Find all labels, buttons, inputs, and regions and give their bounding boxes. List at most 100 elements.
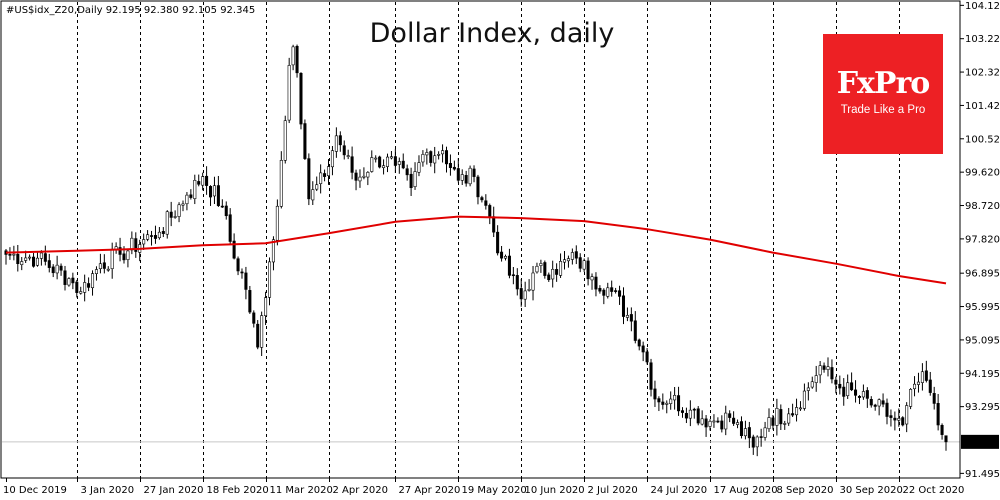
- candlestick: [657, 396, 661, 412]
- candlestick: [311, 181, 315, 206]
- fxpro-logo: FxPro Trade Like a Pro: [823, 34, 943, 154]
- candlestick: [319, 164, 323, 194]
- y-tick-label: 103.220: [965, 34, 1000, 45]
- x-tick-label: 18 Feb 2020: [207, 485, 269, 496]
- candlestick: [555, 263, 559, 282]
- x-tick-label: 2 Jul 2020: [588, 485, 638, 496]
- candlestick: [389, 150, 393, 160]
- candlestick: [130, 231, 134, 255]
- candlestick: [146, 230, 150, 242]
- moving-average-line: [5, 215, 947, 285]
- candlestick: [342, 140, 346, 160]
- candlestick: [71, 272, 75, 290]
- candlestick: [110, 242, 114, 279]
- candlestick: [67, 277, 71, 287]
- candlestick: [16, 244, 20, 272]
- candlestick: [791, 403, 795, 418]
- logo-wordmark: FxPro: [836, 66, 931, 101]
- x-tick-label: 10 Jun 2020: [525, 485, 585, 496]
- candlestick: [665, 400, 669, 414]
- candlestick: [708, 419, 712, 431]
- candlestick: [610, 280, 614, 297]
- candlestick: [441, 144, 445, 163]
- candlestick: [98, 253, 102, 274]
- last-price-value: 92.345: [964, 438, 999, 449]
- time-axis: 10 Dec 2019 3 Jan 2020 27 Jan 2020 18 Feb 2…: [3, 478, 964, 496]
- candlestick: [468, 165, 472, 187]
- candlestick: [385, 153, 390, 173]
- candlestick: [425, 148, 429, 165]
- candlestick: [142, 233, 146, 250]
- x-tick-label: 24 Jul 2020: [651, 485, 708, 496]
- candlestick: [728, 410, 732, 423]
- candlestick: [747, 421, 751, 449]
- candlestick: [814, 365, 818, 392]
- candlestick: [692, 407, 696, 419]
- candlestick: [673, 387, 677, 410]
- candlestick: [736, 419, 740, 429]
- candlestick: [32, 253, 36, 268]
- x-tick-label: 10 Dec 2019: [3, 485, 67, 496]
- candlestick: [743, 420, 747, 440]
- candlestick: [20, 256, 24, 271]
- candlestick: [460, 169, 464, 186]
- candlestick: [857, 395, 861, 405]
- candlestick: [232, 233, 236, 260]
- candlestick: [106, 266, 110, 272]
- candlestick: [739, 416, 744, 439]
- last-price-label: 92.345: [961, 434, 999, 449]
- candlestick: [283, 115, 287, 164]
- candlestick: [401, 153, 405, 170]
- candlestick: [488, 203, 492, 225]
- candlestick: [91, 270, 95, 296]
- candlestick: [822, 362, 826, 373]
- x-tick-label: 17 Aug 2020: [714, 485, 778, 496]
- candlestick: [240, 268, 244, 279]
- candlestick: [787, 407, 791, 426]
- candlestick: [236, 256, 240, 276]
- candlestick: [830, 359, 834, 384]
- candlestick: [574, 245, 578, 265]
- candlestick: [755, 435, 759, 457]
- candlestick: [547, 272, 551, 282]
- candlestick: [456, 158, 460, 183]
- candlestick: [228, 208, 232, 244]
- candlestick: [582, 258, 586, 272]
- candlestick: [515, 268, 519, 296]
- candlestick: [189, 189, 193, 200]
- candlestick: [126, 248, 130, 268]
- candlestick: [885, 398, 889, 425]
- candlestick: [157, 227, 161, 240]
- candlestick: [378, 155, 382, 169]
- y-tick-label: 99.620: [965, 168, 1000, 179]
- candlestick: [854, 380, 858, 403]
- candlestick: [476, 174, 480, 205]
- candlestick: [806, 382, 810, 401]
- candlestick: [39, 250, 43, 266]
- candlestick: [87, 277, 91, 292]
- x-tick-label: 3 Jan 2020: [81, 485, 135, 496]
- candlestick: [275, 199, 279, 246]
- candlestick: [500, 245, 504, 262]
- candlestick: [8, 247, 12, 260]
- logo-tagline: Trade Like a Pro: [840, 104, 926, 116]
- candlestick: [704, 415, 708, 437]
- candlestick: [201, 172, 205, 191]
- candlestick: [83, 274, 87, 302]
- candlestick: [169, 201, 173, 227]
- candlestick: [578, 253, 582, 273]
- candlestick: [531, 265, 535, 301]
- candlestick: [492, 206, 496, 238]
- candlestick: [153, 225, 157, 244]
- candlestick: [165, 210, 169, 239]
- candlestick: [775, 398, 779, 436]
- candlestick: [177, 202, 181, 223]
- candlestick: [370, 150, 374, 173]
- candlestick: [362, 167, 366, 180]
- candlestick: [216, 175, 220, 207]
- candlestick: [940, 423, 944, 440]
- candlestick: [358, 169, 362, 188]
- candlestick: [838, 375, 842, 395]
- candlestick: [802, 383, 806, 411]
- candlestick: [637, 338, 641, 351]
